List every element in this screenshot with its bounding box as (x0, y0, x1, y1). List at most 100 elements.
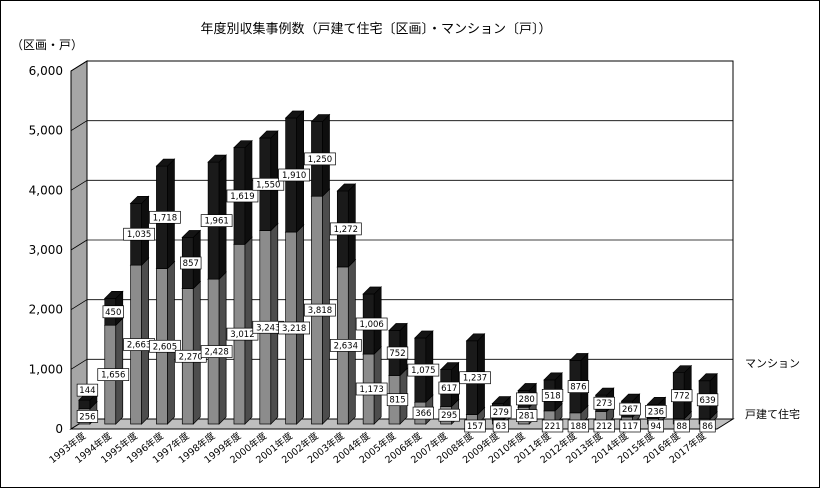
data-label-detached-text: 256 (79, 412, 95, 422)
data-label-mansion: 280 (516, 392, 538, 406)
data-label-mansion-box (149, 210, 181, 224)
data-label-detached-box (492, 419, 509, 433)
data-label-detached: 3,818 (304, 303, 336, 317)
data-label-mansion-box (619, 402, 641, 416)
data-label-mansion: 772 (671, 389, 693, 403)
bar-mansion-top (646, 396, 667, 405)
data-label-detached-text: 188 (570, 422, 586, 432)
data-label-detached: 2,605 (149, 339, 181, 353)
data-label-mansion: 518 (541, 389, 564, 402)
chart-title: 年度別収集事例数（戸建て住宅〔区画〕・マンション〔戸〕） (200, 21, 551, 37)
data-label-mansion-box (200, 214, 233, 227)
data-label-detached-text: 2,428 (204, 348, 228, 358)
data-label-mansion-text: 1,619 (230, 192, 254, 202)
data-label-detached: 212 (593, 419, 615, 433)
data-label-mansion-box (645, 405, 667, 418)
data-label-mansion-text: 267 (622, 405, 638, 415)
data-label-mansion-text: 1,250 (308, 155, 332, 165)
data-label-mansion-box (180, 256, 202, 270)
data-label-mansion-box (252, 177, 285, 191)
data-label-detached-text: 1,656 (101, 371, 125, 381)
data-label-detached-box (699, 419, 716, 433)
data-label-mansion: 1,075 (407, 363, 440, 377)
gridline-side-6 (70, 60, 88, 72)
bar-mansion-top (103, 290, 124, 299)
unit-label: （区画・戸） (11, 38, 83, 52)
data-label-detached-text: 366 (415, 409, 431, 419)
bar-mansion-top (181, 230, 202, 238)
data-label-mansion-text: 1,272 (334, 225, 358, 235)
legend-mansion: マンション (745, 357, 800, 370)
bar-mansion-top (258, 130, 279, 139)
data-label-detached-text: 2,663 (127, 341, 151, 351)
data-label-mansion-box (671, 389, 693, 403)
data-label-detached-box (516, 409, 538, 422)
bar-mansion-top (465, 333, 486, 342)
bar-mansion-top (413, 330, 434, 339)
data-label-mansion-box (278, 168, 310, 182)
data-label-mansion-box (123, 227, 155, 241)
x-axis-ticks: 1993年度1994年度1995年度1996年度1997年度1998年度1999… (47, 430, 709, 466)
data-label-mansion: 1,550 (252, 177, 285, 191)
data-label-mansion-text: 273 (596, 399, 612, 409)
data-label-detached-box (567, 419, 590, 433)
data-label-detached-text: 3,218 (282, 324, 306, 334)
data-label-mansion: 236 (645, 405, 667, 418)
bar-mansion-top (569, 353, 589, 361)
data-label-detached-text: 2,605 (153, 342, 177, 352)
gridline-side-3 (70, 239, 88, 251)
data-label-detached: 188 (567, 419, 590, 433)
data-label-mansion: 1,619 (226, 189, 259, 203)
data-label-detached-box (97, 368, 130, 381)
data-label-detached-box (355, 382, 388, 396)
data-label-mansion-box (329, 222, 362, 236)
data-label-mansion-text: 1,718 (153, 213, 177, 223)
data-label-mansion: 617 (438, 381, 460, 395)
bar-mansion-top (233, 140, 253, 149)
data-label-detached: 815 (386, 393, 409, 407)
data-label-mansion: 1,237 (459, 371, 491, 385)
y-tick-label: 2,000 (29, 303, 63, 317)
data-label-mansion: 876 (567, 380, 590, 393)
data-label-mansion-box (102, 305, 124, 319)
data-label-mansion: 752 (386, 346, 409, 360)
gridline-side-5 (70, 120, 88, 132)
data-label-detached: 3,012 (226, 327, 259, 341)
data-label-detached-text: 2,634 (334, 341, 358, 351)
data-label-mansion-text: 236 (648, 407, 664, 417)
data-label-mansion-box (304, 152, 336, 166)
data-label-mansion-box (226, 189, 259, 203)
data-label-mansion-text: 280 (519, 395, 535, 405)
data-label-detached: 1,656 (97, 368, 130, 381)
data-label-detached: 2,663 (123, 338, 155, 351)
data-label-mansion-text: 617 (441, 384, 457, 394)
data-label-mansion: 279 (490, 405, 512, 419)
bar-mansion-top (129, 196, 150, 204)
bar-mansion-top (672, 365, 693, 374)
data-label-detached-text: 88 (676, 422, 687, 432)
data-label-detached-text: 3,818 (308, 306, 332, 316)
y-tick-label: 3,000 (29, 243, 63, 257)
legend-detached: 戸建て住宅 (745, 407, 800, 421)
bar-mansion-top (207, 154, 227, 163)
data-label-mansion: 1,910 (278, 168, 310, 182)
bar-mansion-top (310, 114, 331, 122)
data-label-mansion: 144 (76, 383, 99, 397)
data-label-detached-text: 117 (622, 422, 638, 432)
data-label-mansion-text: 518 (544, 391, 560, 401)
y-tick-label: 4,000 (29, 183, 63, 197)
data-label-detached-box (619, 419, 641, 433)
gridline-side-2 (70, 299, 88, 311)
data-label-detached-text: 3,243 (256, 323, 280, 333)
data-label-mansion-text: 450 (105, 308, 121, 318)
data-label-detached: 281 (516, 409, 538, 422)
data-label-mansion-text: 1,075 (411, 366, 435, 376)
data-label-detached-box (278, 321, 310, 335)
data-label-detached-box (304, 303, 336, 317)
data-label-mansion-box (696, 393, 719, 407)
data-label-detached-box (647, 419, 664, 433)
data-label-detached-text: 815 (389, 396, 405, 406)
data-label-detached-box (541, 419, 564, 433)
data-label-mansion-text: 144 (79, 386, 95, 396)
